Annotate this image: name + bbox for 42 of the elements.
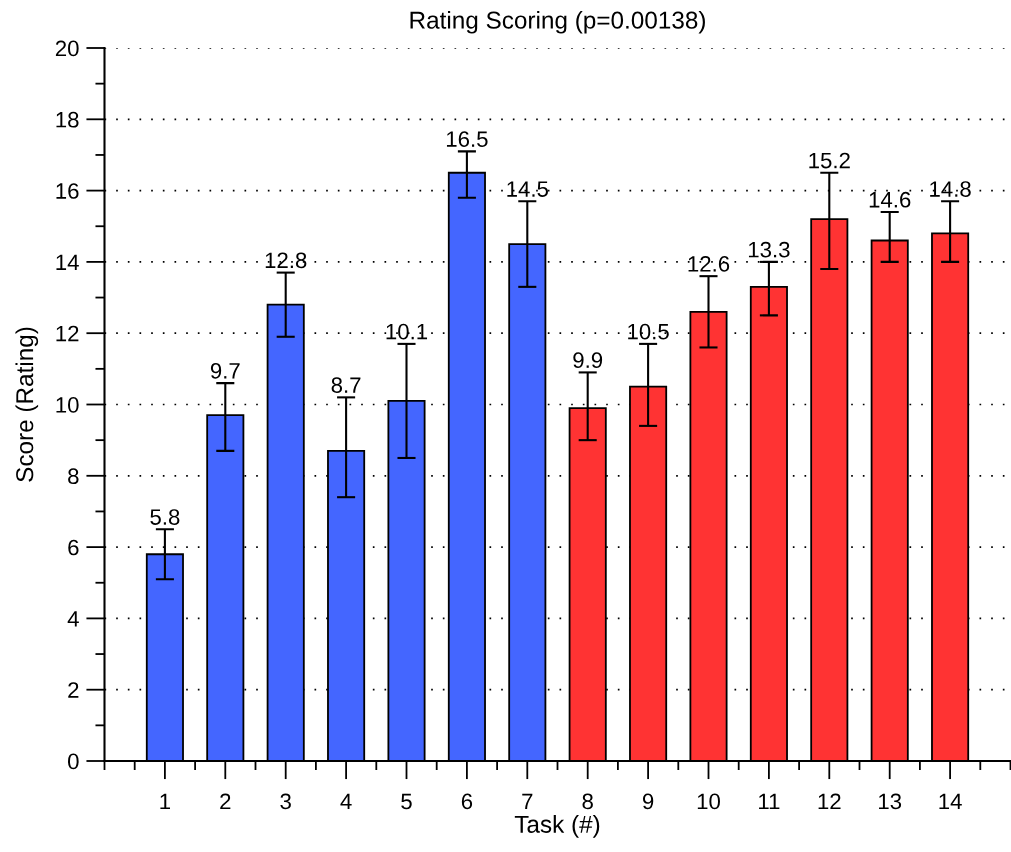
x-tick-label: 1 <box>160 793 170 810</box>
x-tick-label: 9 <box>642 793 654 810</box>
data-label: 9.9 <box>573 352 603 369</box>
y-tick-label: 0 <box>68 753 79 770</box>
data-label: 12.6 <box>688 256 730 272</box>
y-axis-title: Score (Rating) <box>15 327 39 482</box>
x-tick-label: 2 <box>220 793 231 810</box>
y-tick-label: 14 <box>56 254 79 270</box>
x-tick-label: 6 <box>461 793 473 810</box>
data-label: 10.5 <box>628 323 669 340</box>
y-tick-label: 20 <box>55 40 79 57</box>
y-tick-label: 10 <box>56 397 79 413</box>
x-tick-label: 12 <box>818 793 841 810</box>
y-tick-label: 18 <box>56 111 79 128</box>
x-tick-label: 8 <box>582 793 593 810</box>
data-label: 15.2 <box>809 152 850 169</box>
y-tick-label: 12 <box>56 325 79 342</box>
data-label: 10.1 <box>386 323 428 340</box>
data-label: 9.7 <box>210 362 240 379</box>
data-label: 14.8 <box>930 181 971 197</box>
x-tick-label: 3 <box>280 793 291 810</box>
x-tick-label: 4 <box>340 793 352 810</box>
x-tick-label: 14 <box>939 793 962 810</box>
x-tick-label: 7 <box>522 793 533 810</box>
data-label: 14.5 <box>507 181 548 197</box>
data-label: 14.6 <box>869 191 911 208</box>
data-label: 8.7 <box>331 377 361 393</box>
data-label: 16.5 <box>446 131 488 147</box>
y-tick-label: 6 <box>68 539 79 556</box>
chart-title: Rating Scoring (p=0.00138) <box>410 10 705 34</box>
x-tick-label: 10 <box>697 793 720 810</box>
y-tick-label: 2 <box>68 682 79 698</box>
x-tick-label: 11 <box>759 793 780 810</box>
data-label: 13.3 <box>748 241 790 258</box>
y-tick-label: 16 <box>56 183 79 199</box>
x-tick-label: 13 <box>879 793 902 810</box>
data-label: 5.8 <box>150 509 180 525</box>
y-tick-label: 8 <box>68 468 79 485</box>
y-tick-label: 4 <box>67 611 79 627</box>
x-axis-title: Task (#) <box>514 815 600 838</box>
data-label: 12.8 <box>265 252 307 269</box>
x-tick-label: 5 <box>401 793 412 810</box>
